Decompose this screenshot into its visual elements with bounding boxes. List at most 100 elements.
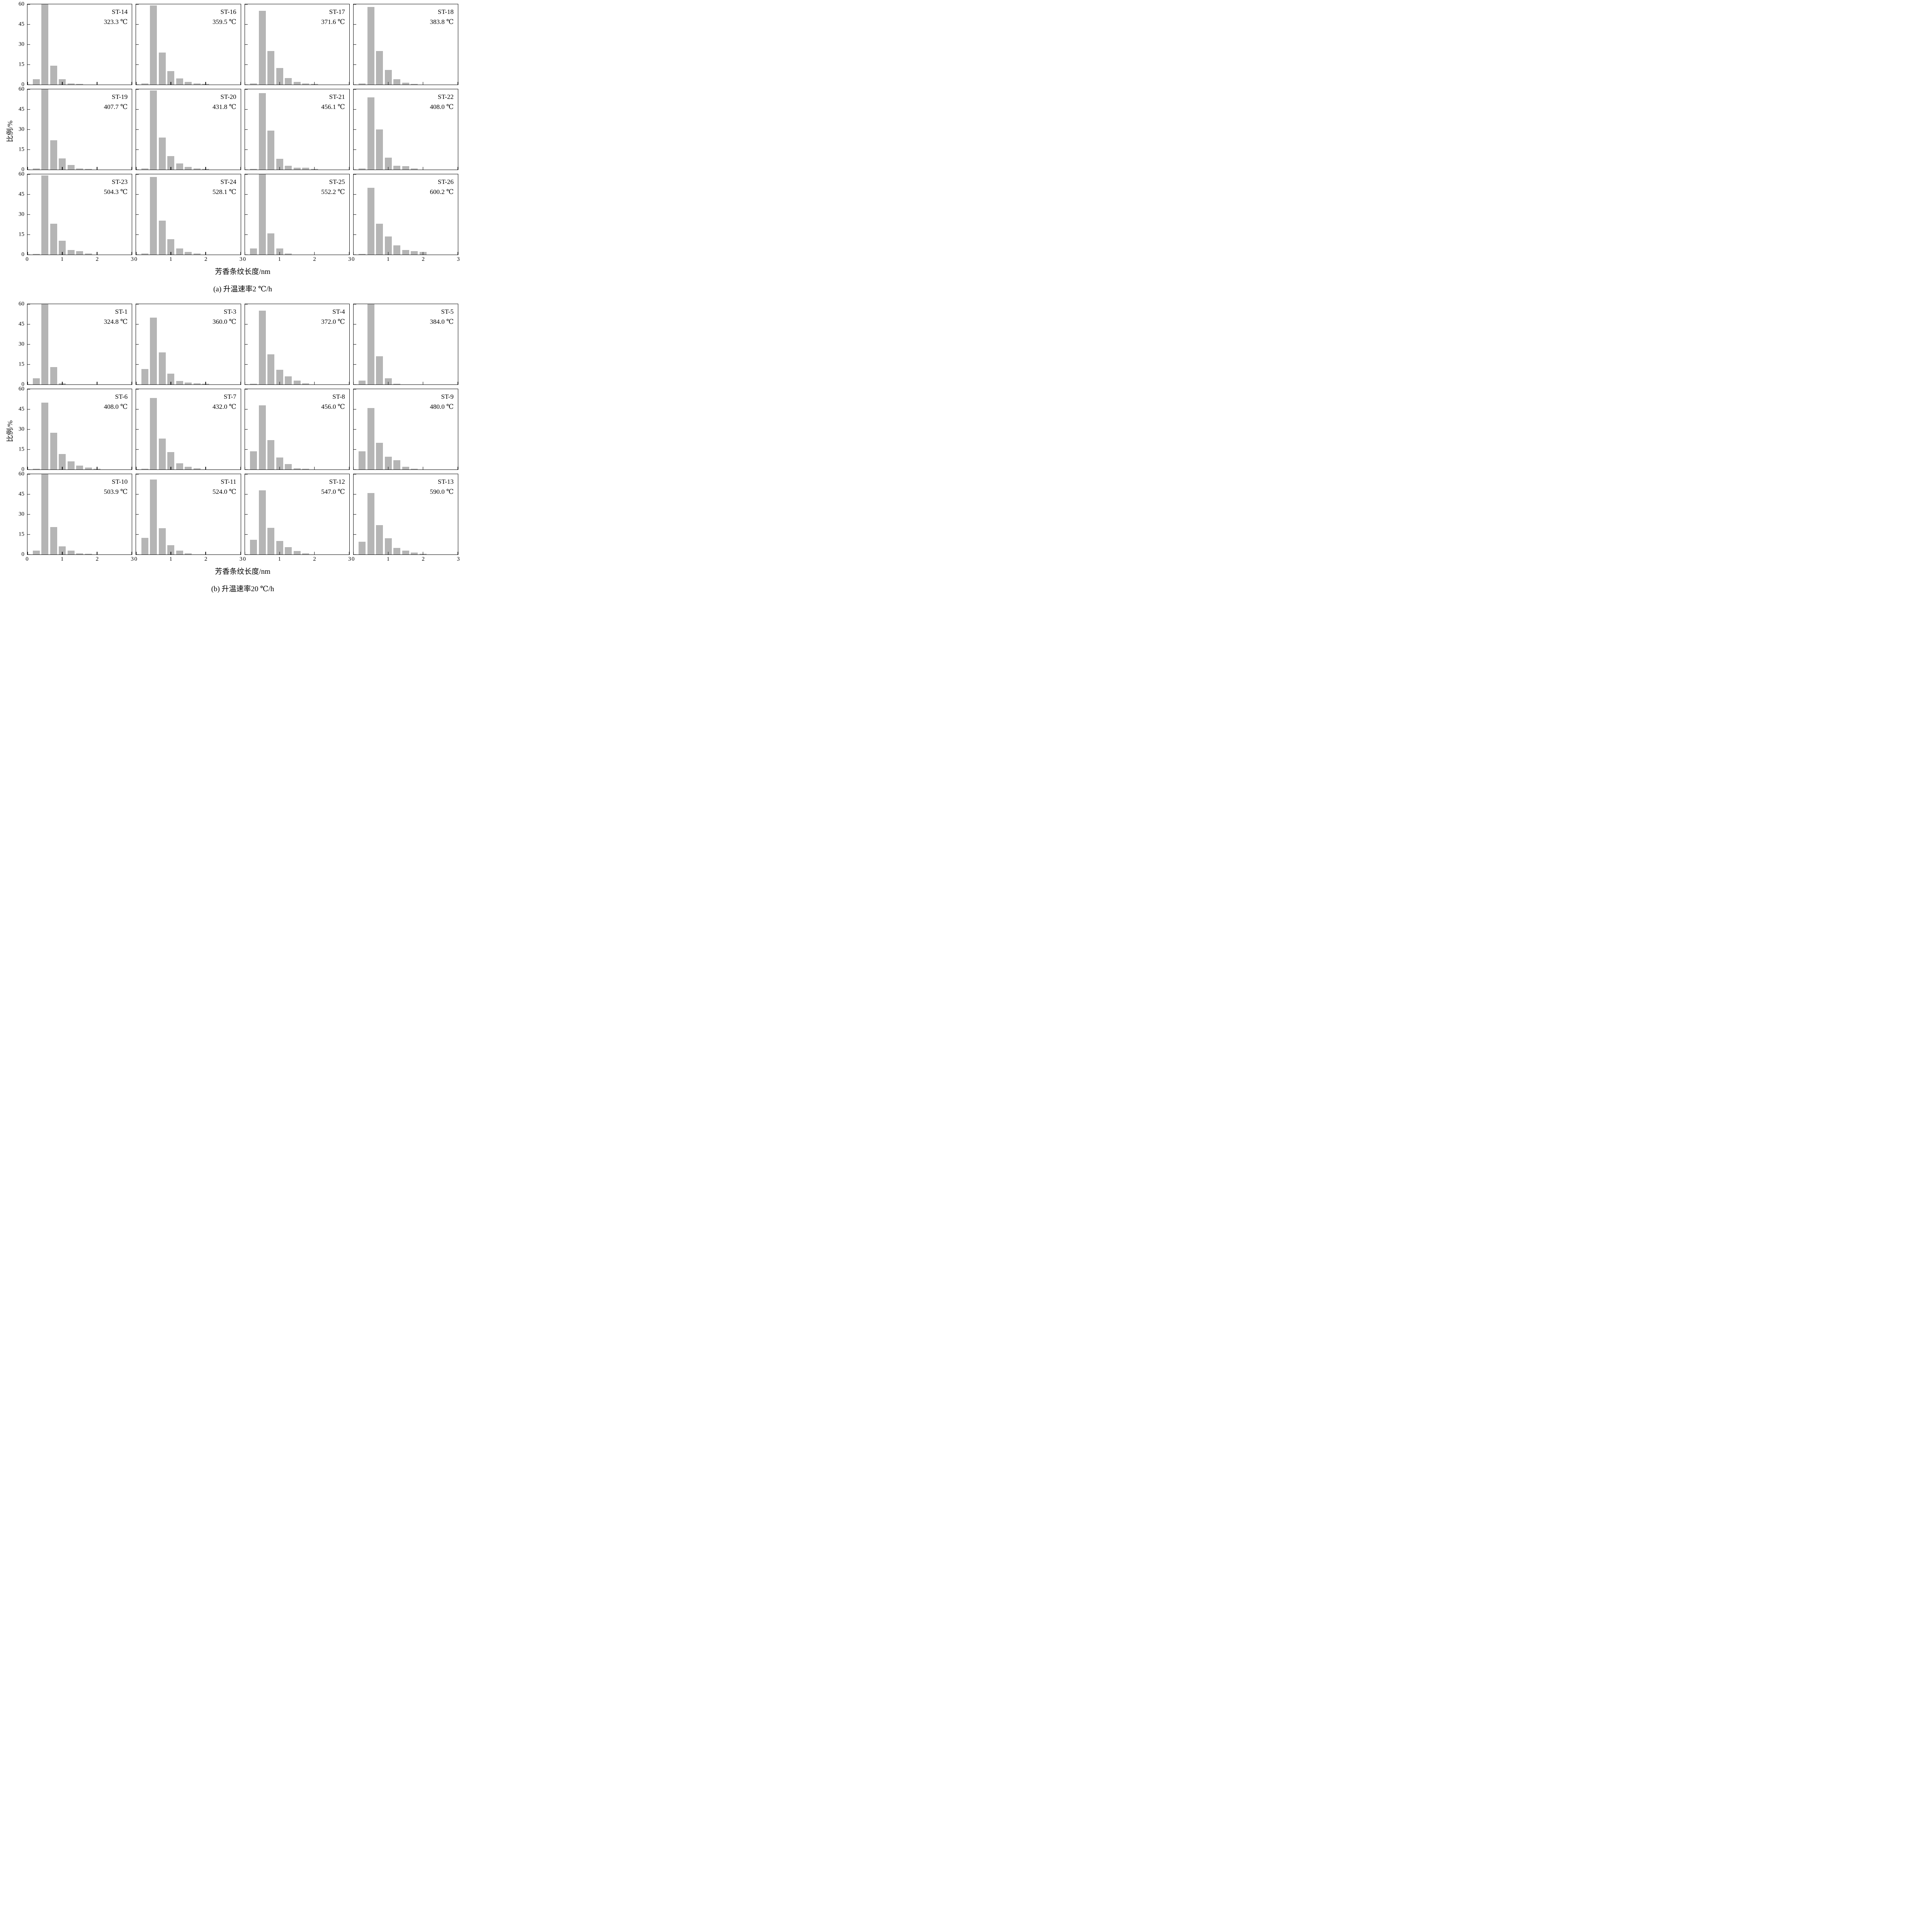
plot-area-ST-12: ST-12 547.0 ℃ [244, 474, 350, 555]
x-tick-label: 3 [131, 556, 134, 562]
y-tick-mark [353, 84, 356, 85]
x-tick-mark [170, 382, 172, 384]
histogram-bar [150, 5, 157, 85]
histogram-bar [276, 369, 283, 384]
y-tick-label: 15 [19, 61, 24, 68]
bars-clip-region [27, 304, 132, 384]
sample-id: ST-8 [332, 393, 345, 400]
y-tick-mark [136, 24, 139, 25]
y-tick-mark [27, 149, 30, 150]
y-tick-mark [245, 254, 248, 255]
plot-area-ST-8: ST-8 456.0 ℃ [244, 389, 350, 470]
y-tick-mark [27, 469, 30, 470]
y-tick-mark [353, 169, 356, 170]
histogram-bar [176, 163, 183, 170]
y-tick-mark [353, 214, 356, 215]
bars-clip-region [354, 4, 458, 85]
y-tick-mark [27, 169, 30, 170]
histogram-bar [50, 527, 57, 554]
sample-temperature: 359.5 ℃ [212, 18, 236, 26]
histogram-bar [67, 83, 75, 85]
histogram-bar [158, 439, 166, 469]
histogram-bar [59, 546, 66, 554]
x-tick-mark [353, 167, 354, 170]
sample-temperature: 371.6 ℃ [321, 18, 345, 26]
panel-b: 比例/% ST-1 324.8 ℃ 0 15 30 45 60 ST-3 360.0 ℃ ST-4… [5, 301, 460, 594]
x-tick-mark [136, 167, 137, 170]
sample-id: ST-21 [329, 93, 345, 100]
histogram-bar [359, 168, 366, 170]
subplot-label: ST-11 524.0 ℃ [213, 477, 236, 497]
histogram-bar [293, 380, 301, 384]
sample-temperature: 360.0 ℃ [212, 318, 236, 325]
y-tick-mark [353, 384, 356, 385]
histogram-bar [158, 52, 166, 85]
figure: 比例/% ST-14 323.3 ℃ 0 15 30 45 60 ST-16 359.5 ℃ ST… [5, 1, 460, 594]
x-tick-label: 3 [457, 556, 460, 562]
y-tick-mark [353, 324, 356, 325]
subplot-grid-a: ST-14 323.3 ℃ 0 15 30 45 60 ST-16 359.5 ℃ ST-17 37… [19, 1, 460, 264]
y-tick-mark [136, 89, 139, 90]
x-tick-mark [457, 382, 458, 384]
histogram-bar [67, 550, 75, 554]
y-tick-label: 30 [19, 341, 24, 347]
plot-area-ST-13: ST-13 590.0 ℃ [353, 474, 458, 555]
histogram-bar [141, 369, 148, 384]
histogram-bar [259, 490, 266, 554]
y-tick-mark [245, 84, 248, 85]
y-axis-label: 比例/% [6, 420, 14, 442]
sample-temperature: 372.0 ℃ [321, 318, 345, 325]
x-tick-label: 3 [131, 256, 134, 262]
x-tick-mark [388, 82, 389, 85]
histogram-bar [150, 90, 157, 170]
subplot-ST-1: ST-1 324.8 ℃ 0 15 30 45 60 [19, 301, 133, 387]
subplot-label: ST-22 408.0 ℃ [430, 92, 454, 112]
subplot-ST-25: ST-25 552.2 ℃ 0 1 2 3 [243, 174, 351, 264]
plot-area-ST-25: ST-25 552.2 ℃ [244, 174, 350, 255]
histogram-bar [259, 311, 266, 384]
x-tick-mark [353, 552, 354, 554]
x-tick-mark [62, 382, 63, 384]
y-tick-label: 0 [21, 166, 25, 173]
x-tick-mark [388, 382, 389, 384]
histogram-bar [176, 550, 183, 554]
histogram-bar [167, 156, 175, 170]
y-tick-mark [136, 534, 139, 535]
bars-clip-region [27, 474, 132, 554]
y-tick-mark [245, 234, 248, 235]
bars-clip-region [27, 89, 132, 170]
histogram-bar [285, 376, 292, 384]
y-tick-mark [353, 64, 356, 65]
histogram-bar [76, 553, 83, 554]
y-tick-label: 60 [19, 301, 24, 307]
y-tick-mark [136, 214, 139, 215]
sample-id: ST-19 [112, 93, 128, 100]
subplot-label: ST-13 590.0 ℃ [430, 477, 454, 497]
histogram-bar [41, 89, 49, 170]
y-tick-label: 0 [21, 551, 25, 558]
x-tick-label: 2 [422, 556, 425, 562]
histogram-bar [367, 97, 374, 170]
y-tick-mark [245, 89, 248, 90]
histogram-bar [193, 83, 201, 85]
histogram-bar [376, 442, 383, 469]
x-tick-mark [136, 252, 137, 255]
histogram-bar [250, 248, 257, 255]
y-tick-mark [136, 169, 139, 170]
subplot-ST-14: ST-14 323.3 ℃ 0 15 30 45 60 [19, 1, 133, 87]
sample-temperature: 324.8 ℃ [104, 318, 128, 325]
subplot-ST-26: ST-26 600.2 ℃ 0 1 2 3 [352, 174, 460, 264]
y-tick-mark [353, 364, 356, 365]
histogram-bar [285, 253, 292, 255]
sample-id: ST-4 [332, 308, 345, 315]
plot-area-ST-19: ST-19 407.7 ℃ 0 15 30 45 60 [19, 86, 133, 172]
y-tick-mark [353, 344, 356, 345]
x-tick-label: 0 [352, 256, 355, 262]
y-tick-mark [136, 129, 139, 130]
histogram-bar [367, 408, 374, 469]
sample-id: ST-25 [329, 178, 345, 185]
sample-temperature: 552.2 ℃ [321, 188, 345, 196]
bars-clip-region [136, 4, 240, 85]
subplot-ST-20: ST-20 431.8 ℃ [136, 89, 241, 170]
y-tick-mark [353, 44, 356, 45]
